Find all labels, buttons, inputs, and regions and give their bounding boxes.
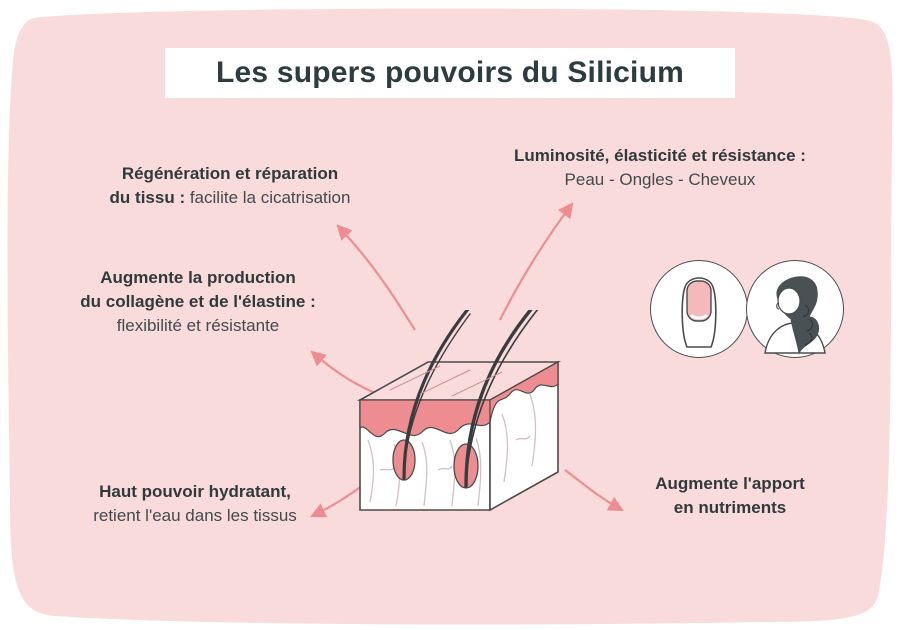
callout-bold: en nutriments — [674, 498, 786, 517]
callout-text: Peau - Ongles - Cheveux — [565, 170, 756, 189]
callout-nutriments: Augmente l'apport en nutriments — [620, 472, 840, 520]
callout-bold: Augmente l'apport — [655, 474, 805, 493]
callout-text: flexibilité et résistante — [117, 316, 280, 335]
callout-text: retient l'eau dans les tissus — [93, 506, 297, 525]
infographic-canvas: Les supers pouvoirs du Silicium Régénéra… — [0, 0, 900, 630]
callout-text: facilite la cicatrisation — [185, 188, 350, 207]
page-title: Les supers pouvoirs du Silicium — [165, 48, 735, 98]
callout-collagene: Augmente la production du collagène et d… — [48, 266, 348, 337]
callout-hydratant: Haut pouvoir hydratant, retient l'eau da… — [60, 480, 330, 528]
callout-bold: Haut pouvoir hydratant, — [99, 482, 291, 501]
hair-woman-icon — [746, 260, 844, 358]
callout-regeneration: Régénération et réparation du tissu : fa… — [80, 162, 380, 210]
callout-bold: du tissu : — [110, 188, 186, 207]
callout-bold: Régénération et réparation — [122, 164, 338, 183]
callout-bold: Augmente la production — [100, 268, 296, 287]
callout-bold: Luminosité, élasticité et résistance : — [514, 146, 806, 165]
skin-block-illustration — [330, 310, 590, 530]
callout-luminosite: Luminosité, élasticité et résistance : P… — [480, 144, 840, 192]
nail-icon — [650, 260, 748, 358]
callout-bold: du collagène et de l'élastine : — [80, 292, 316, 311]
